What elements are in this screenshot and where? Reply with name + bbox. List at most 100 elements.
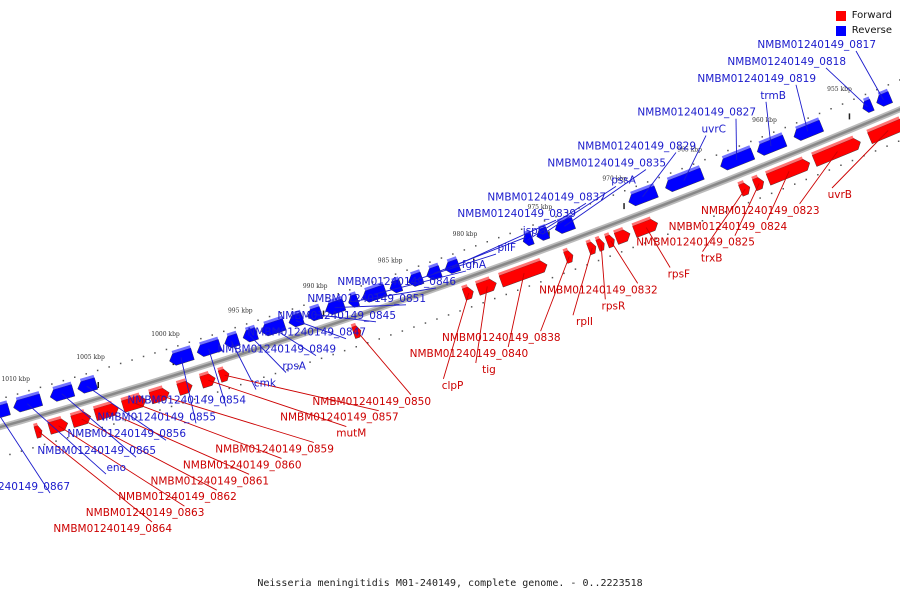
scale-dot bbox=[482, 302, 484, 304]
scale-dot bbox=[390, 334, 392, 336]
reverse-gene-label: fghA bbox=[462, 259, 487, 271]
scale-dot bbox=[136, 416, 138, 418]
scale-dot bbox=[555, 215, 557, 218]
scale-dot bbox=[234, 326, 236, 329]
reverse-gene-label: NMBM01240149_0865 bbox=[37, 445, 156, 457]
scale-dot bbox=[66, 437, 69, 439]
reverse-gene-label: NMBM01240149_0854 bbox=[127, 394, 246, 406]
scale-dot bbox=[828, 169, 831, 171]
forward-gene-label: rplI bbox=[576, 316, 593, 328]
leader-line bbox=[81, 418, 218, 491]
scale-dot bbox=[211, 334, 213, 336]
legend: Forward Reverse bbox=[835, 8, 892, 38]
scale-dot bbox=[436, 318, 438, 320]
scale-dot bbox=[494, 297, 496, 300]
scale-dot bbox=[251, 380, 254, 382]
scale-dot bbox=[424, 322, 427, 324]
leader-line bbox=[475, 286, 488, 364]
scale-dot bbox=[383, 277, 385, 279]
genome-backbone bbox=[0, 107, 900, 429]
scale-dot bbox=[750, 140, 752, 143]
reverse-gene-label: NMBM01240149_0851 bbox=[307, 293, 426, 305]
reverse-gene-arrow bbox=[169, 345, 195, 366]
forward-gene-label: trxB bbox=[701, 253, 723, 265]
scale-dot bbox=[795, 122, 798, 124]
reverse-gene-arrow bbox=[628, 183, 659, 207]
scale-dot bbox=[274, 372, 277, 375]
reverse-gene-arrow bbox=[288, 309, 305, 328]
leader-line bbox=[58, 425, 185, 507]
reverse-gene-label: NMBM01240149_0846 bbox=[337, 276, 456, 288]
scale-dot bbox=[635, 185, 637, 188]
scale-dot bbox=[724, 211, 727, 213]
reverse-gene-arrow bbox=[756, 132, 788, 156]
scale-dot bbox=[736, 206, 738, 208]
scale-dot bbox=[314, 300, 317, 303]
scale-dot bbox=[280, 312, 282, 314]
reverse-gene-label: NMBM01240149_0818 bbox=[727, 56, 846, 68]
forward-gene-label: NMBM01240149_0857 bbox=[280, 412, 399, 424]
forward-gene-arrow bbox=[613, 227, 631, 245]
scale-dot bbox=[563, 272, 565, 275]
reverse-gene-arrow bbox=[862, 96, 875, 113]
scale-dot bbox=[498, 236, 500, 239]
leader-line bbox=[134, 402, 282, 459]
leader-line bbox=[735, 118, 738, 161]
reverse-gene-label: NMBM01240149_0867 bbox=[0, 481, 70, 493]
scale-dot bbox=[413, 326, 415, 328]
kbp-tick-mark bbox=[848, 113, 851, 120]
scale-dot bbox=[841, 103, 844, 105]
forward-gene-label: NMBM01240149_0861 bbox=[151, 475, 270, 487]
scale-dot bbox=[886, 145, 888, 147]
forward-gene-label: NMBM01240149_0838 bbox=[442, 332, 561, 344]
reverse-gene-label: NMBM01240149_0855 bbox=[97, 411, 216, 423]
forward-swatch bbox=[835, 10, 846, 21]
forward-gene-arrow bbox=[120, 392, 147, 413]
leader-line bbox=[795, 84, 809, 132]
scale-dot bbox=[738, 145, 741, 147]
scale-dot bbox=[245, 323, 248, 325]
leader-line bbox=[295, 320, 347, 340]
kbp-tick-label: 980 kbp bbox=[453, 231, 478, 238]
scale-dot bbox=[188, 341, 191, 343]
leader-line bbox=[855, 50, 884, 101]
scale-dot bbox=[609, 255, 611, 257]
scale-dot bbox=[624, 190, 626, 192]
leader-line bbox=[356, 331, 412, 396]
scale-dot bbox=[39, 386, 42, 389]
scale-dot bbox=[20, 450, 23, 452]
reverse-gene-label: NMBM01240149_0847 bbox=[247, 327, 366, 339]
reverse-gene-arrow bbox=[793, 117, 825, 141]
scale-dot bbox=[452, 253, 454, 255]
reverse-gene-arrow bbox=[325, 295, 347, 316]
scale-dot bbox=[406, 269, 408, 271]
leader-line bbox=[0, 415, 51, 494]
scale-dot bbox=[853, 98, 855, 100]
forward-gene-label: NMBM01240149_0863 bbox=[86, 507, 205, 519]
leader-line bbox=[224, 374, 379, 412]
scale-dot bbox=[678, 229, 681, 231]
forward-gene-arrow bbox=[198, 371, 216, 389]
reverse-gene-label: NMBM01240149_0845 bbox=[277, 310, 396, 322]
scale-dot bbox=[297, 365, 300, 367]
forward-gene-label: NMBM01240149_0823 bbox=[701, 205, 820, 217]
reverse-gene-label: NMBM01240149_0829 bbox=[577, 141, 696, 153]
reverse-gene-label: NMBM01240149_0835 bbox=[547, 158, 666, 170]
scale-dot bbox=[876, 88, 878, 91]
reverse-gene-arrow bbox=[720, 145, 756, 171]
reverse-gene-arrow bbox=[242, 324, 259, 343]
scale-dot bbox=[401, 330, 404, 332]
scale-dot bbox=[367, 342, 369, 344]
scale-dot bbox=[509, 232, 511, 235]
leader-line bbox=[527, 202, 587, 241]
leader-line bbox=[433, 236, 527, 275]
scale-dot bbox=[770, 192, 773, 195]
scale-dot bbox=[378, 338, 380, 340]
map-caption: Neisseria meningitidis M01-240149, compl… bbox=[257, 578, 643, 589]
scale-dot bbox=[51, 383, 53, 385]
forward-gene-arrow bbox=[217, 366, 230, 383]
forward-gene-arrow bbox=[765, 156, 811, 186]
label-layer: NMBM01240149_0817 NMBM01240149_0818 NMBM01… bbox=[0, 39, 876, 535]
reverse-gene-label: eno bbox=[106, 462, 126, 474]
scale-dot bbox=[851, 159, 854, 162]
